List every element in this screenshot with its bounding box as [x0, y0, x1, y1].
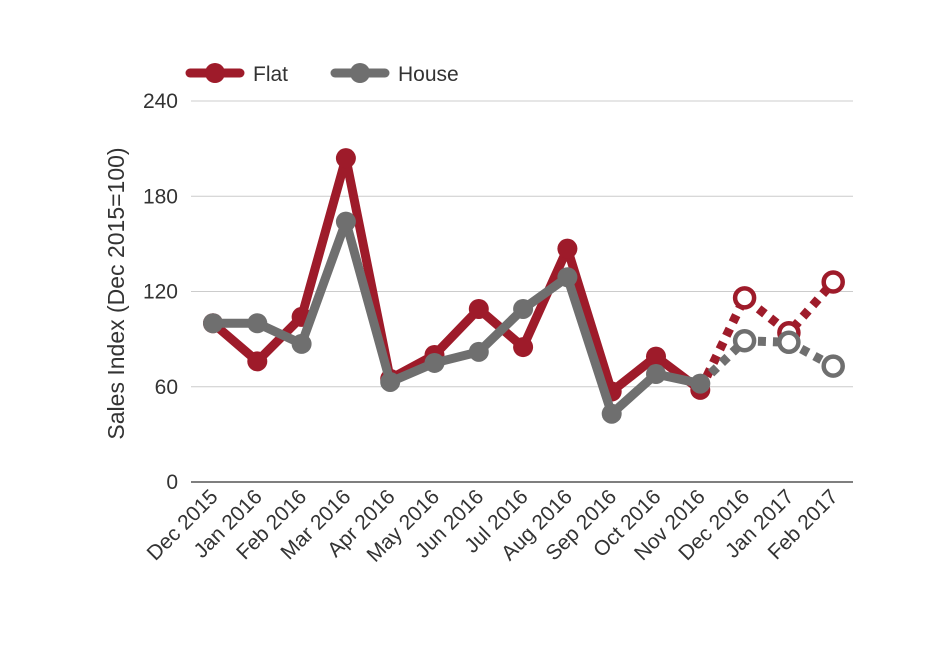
data-point — [291, 333, 312, 354]
forecast-point — [821, 354, 845, 378]
legend-item-flat: Flat — [185, 63, 288, 86]
forecast-point — [777, 330, 801, 355]
y-tick-label: 240 — [143, 90, 178, 113]
legend: Flat House — [185, 63, 459, 86]
series-forecast-line — [697, 336, 836, 387]
y-tick-label: 180 — [143, 185, 178, 208]
legend-swatch-marker — [205, 63, 225, 83]
data-point — [513, 337, 534, 358]
forecast-point — [732, 286, 757, 310]
data-point — [203, 313, 223, 334]
y-axis-ticks: 0 60 120 180 240 — [143, 90, 178, 494]
forecast-point — [821, 270, 845, 294]
data-point — [601, 403, 622, 424]
legend-label: Flat — [253, 63, 288, 86]
y-axis-title: Sales Index (Dec 2015=100) — [103, 147, 129, 439]
data-point — [335, 148, 356, 169]
series-flat — [203, 148, 845, 402]
data-point — [468, 341, 489, 362]
data-point — [335, 211, 356, 232]
y-tick-label: 120 — [143, 281, 178, 304]
data-point — [646, 346, 666, 367]
data-point — [646, 364, 666, 385]
data-point — [247, 351, 268, 372]
series-house — [203, 211, 845, 424]
data-point — [557, 267, 578, 288]
y-tick-label: 0 — [166, 471, 178, 494]
y-tick-label: 60 — [155, 376, 178, 399]
series-forecast-line — [696, 279, 837, 392]
data-point — [380, 371, 401, 392]
data-point — [690, 373, 711, 394]
forecast-point — [732, 328, 757, 353]
data-point — [424, 352, 445, 373]
data-point — [513, 298, 534, 319]
data-point — [247, 313, 268, 334]
legend-item-house: House — [330, 63, 459, 86]
data-point — [557, 238, 578, 259]
data-point — [468, 298, 489, 319]
legend-label: House — [398, 63, 459, 86]
series-group — [203, 148, 845, 424]
legend-swatch-marker — [350, 63, 370, 83]
